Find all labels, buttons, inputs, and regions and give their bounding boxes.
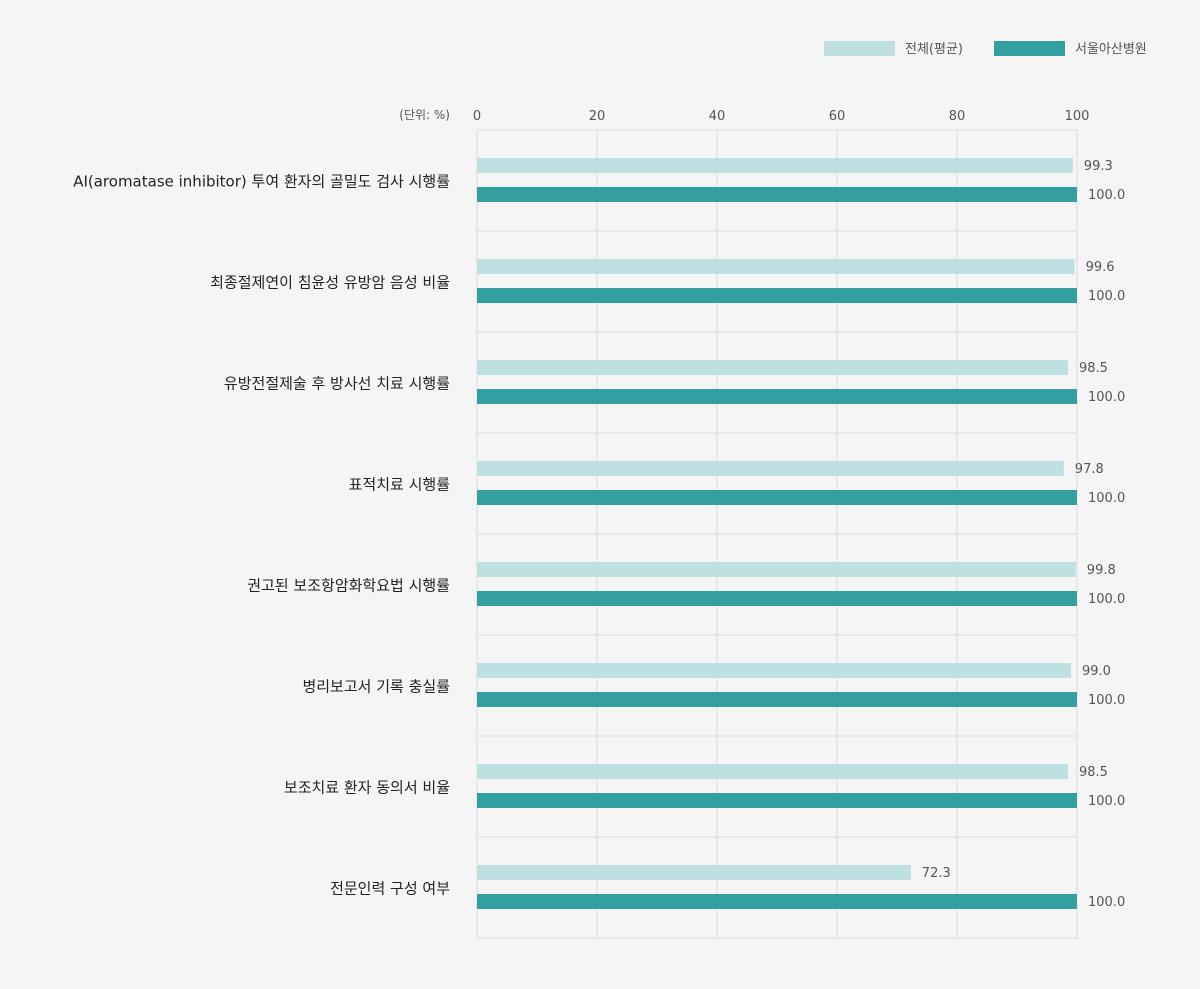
data-label: 100.0 <box>1088 693 1125 708</box>
bar-series-2 <box>477 389 1077 404</box>
bar-series-2 <box>477 591 1077 606</box>
bar-series-1 <box>477 764 1068 779</box>
bar-series-2 <box>477 894 1077 909</box>
bars <box>477 158 1077 909</box>
x-tick-label: 20 <box>589 109 606 124</box>
data-label: 99.8 <box>1087 563 1116 578</box>
data-label: 100.0 <box>1088 289 1125 304</box>
bar-series-1 <box>477 360 1068 375</box>
bar-series-1 <box>477 663 1071 678</box>
bar-series-2 <box>477 187 1077 202</box>
data-label: 97.8 <box>1075 462 1104 477</box>
x-axis-ticks: 0 20 40 60 80 100 <box>473 109 1090 124</box>
bar-series-2 <box>477 692 1077 707</box>
data-label: 72.3 <box>922 866 951 881</box>
category-label: 병리보고서 기록 충실률 <box>302 678 450 696</box>
bar-series-2 <box>477 288 1077 303</box>
grid <box>476 129 1078 939</box>
legend-swatch-2 <box>994 41 1065 56</box>
category-labels: AI(aromatase inhibitor) 투여 환자의 골밀도 검사 시행… <box>73 173 450 898</box>
x-tick-label: 0 <box>473 109 481 124</box>
category-label: 최종절제연이 침윤성 유방암 음성 비율 <box>210 274 450 292</box>
bar-series-1 <box>477 461 1064 476</box>
data-label: 99.3 <box>1084 159 1113 174</box>
data-label: 100.0 <box>1088 794 1125 809</box>
x-tick-label: 80 <box>949 109 966 124</box>
data-label: 100.0 <box>1088 491 1125 506</box>
x-tick-label: 100 <box>1065 109 1090 124</box>
unit-label: (단위: %) <box>399 108 450 122</box>
category-label: 표적치료 시행률 <box>349 476 451 494</box>
bar-series-1 <box>477 158 1073 173</box>
x-tick-label: 40 <box>709 109 726 124</box>
data-label: 100.0 <box>1088 390 1125 405</box>
data-label: 100.0 <box>1088 592 1125 607</box>
bar-series-2 <box>477 490 1077 505</box>
bar-series-1 <box>477 562 1076 577</box>
category-label: 전문인력 구성 여부 <box>330 880 450 898</box>
legend-swatch-1 <box>824 41 895 56</box>
legend: 전체(평균) 서울아산병원 <box>824 41 1147 57</box>
data-label: 99.0 <box>1082 664 1111 679</box>
category-label: 보조치료 환자 동의서 비율 <box>284 779 450 797</box>
bar-series-1 <box>477 259 1075 274</box>
data-label: 100.0 <box>1088 188 1125 203</box>
category-label: 권고된 보조항암화학요법 시행률 <box>247 577 450 595</box>
data-label: 100.0 <box>1088 895 1125 910</box>
bar-series-1 <box>477 865 911 880</box>
category-label: AI(aromatase inhibitor) 투여 환자의 골밀도 검사 시행… <box>73 173 450 191</box>
legend-label-2: 서울아산병원 <box>1075 42 1147 57</box>
category-label: 유방전절제술 후 방사선 치료 시행률 <box>224 375 450 393</box>
x-tick-label: 60 <box>829 109 846 124</box>
data-label: 99.6 <box>1086 260 1115 275</box>
data-label: 98.5 <box>1079 361 1108 376</box>
legend-label-1: 전체(평균) <box>905 42 963 57</box>
bar-series-2 <box>477 793 1077 808</box>
data-label: 98.5 <box>1079 765 1108 780</box>
value-labels: 99.3 100.0 99.6 100.0 98.5 100.0 97.8 100.0 99.8… <box>922 159 1125 910</box>
